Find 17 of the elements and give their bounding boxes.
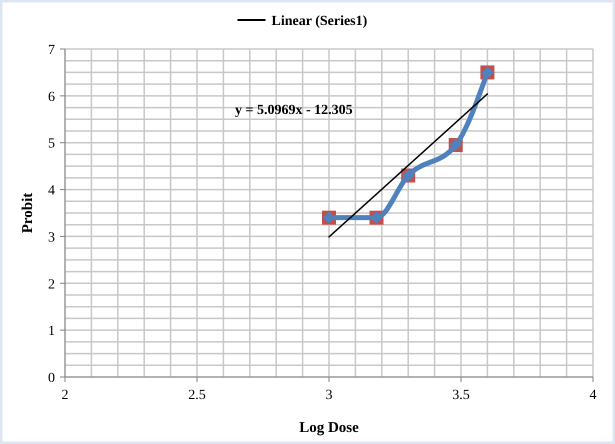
y-tick-label: 4 — [48, 184, 55, 199]
legend-label: Linear (Series1) — [272, 14, 368, 29]
x-axis-title: Log Dose — [299, 420, 360, 436]
annotation: y = 5.0969x - 12.305 — [235, 103, 353, 118]
x-tick-label: 3 — [326, 388, 332, 403]
y-tick-label: 6 — [48, 90, 55, 105]
y-tick-label: 5 — [48, 136, 55, 152]
y-tick-label: 1 — [48, 324, 55, 340]
y-tick-label: 7 — [48, 43, 55, 58]
y-tick-label: 0 — [48, 371, 55, 386]
x-tick-label: 2 — [62, 388, 68, 403]
x-tick-label: 4 — [590, 388, 596, 403]
y-tick-label: 3 — [48, 230, 55, 246]
y-axis-title: Probit — [20, 192, 36, 234]
y-tick-label: 2 — [48, 277, 55, 292]
x-tick-label: 3.5 — [452, 388, 470, 403]
x-tick-label: 2.5 — [188, 388, 206, 403]
